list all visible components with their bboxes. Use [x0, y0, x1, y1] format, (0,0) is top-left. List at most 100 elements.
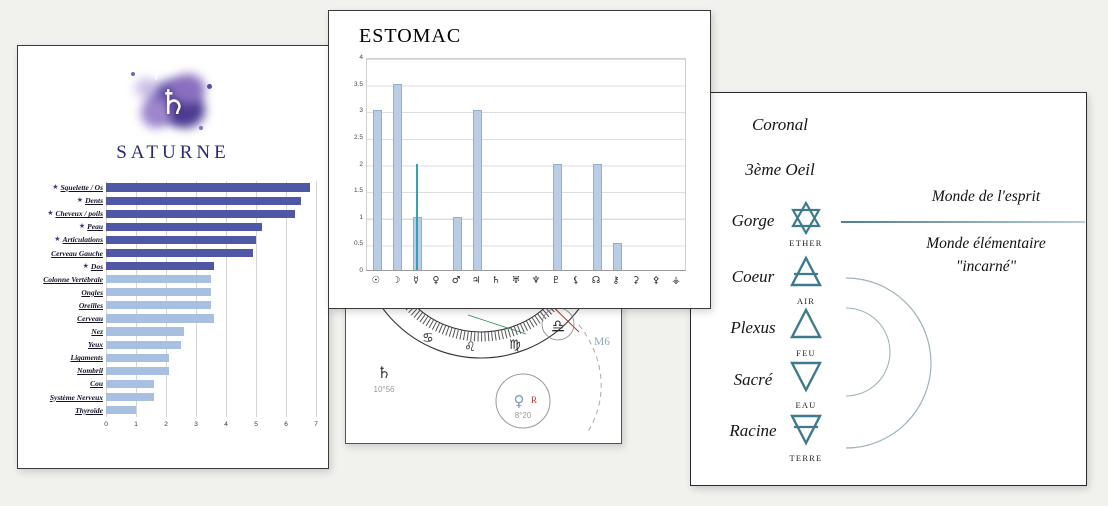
- saturne-bar: [106, 392, 154, 402]
- saturne-chart-row: Nombril: [20, 364, 318, 377]
- saturne-row-label: ★ Dents: [76, 196, 103, 206]
- planet-glyph-label: ♂: [451, 275, 461, 286]
- x-tick-label: 1: [134, 421, 138, 428]
- estomac-bar: [452, 216, 462, 270]
- chakra-diagram-card[interactable]: Coronal 3ème Oeil Gorge Coeur Plexus Sac…: [690, 92, 1087, 486]
- leo-icon: ♌: [464, 340, 476, 355]
- star-icon: ★: [54, 235, 61, 244]
- saturn-symbol-icon: ♄: [157, 83, 189, 123]
- planet-glyph-label: ⚶: [671, 275, 681, 286]
- paint-speck: [131, 72, 135, 76]
- star-icon: ★: [76, 196, 84, 205]
- y-tick-label: 4: [359, 54, 363, 61]
- x-tick-label: 5: [254, 421, 258, 428]
- saturne-row-label: ★ Squelette / Os: [52, 183, 103, 193]
- x-tick-label: 7: [314, 421, 318, 428]
- planet-glyph-label: ⚳: [632, 275, 640, 286]
- watercolor-blob: [141, 98, 171, 128]
- estomac-xaxis: ☉ ☽ ☿ ♀ ♂ ♃ ♄ ♅ ♆ ♇ ⚸ ☊ ⚷ ⚳ ⚴ ⚶: [366, 275, 686, 291]
- saturne-bar: [106, 340, 181, 349]
- saturne-bar: [106, 196, 301, 205]
- planet-glyph-label: ☿: [413, 275, 419, 286]
- saturne-bar: [106, 406, 136, 415]
- saturne-bar: [106, 288, 211, 297]
- y-tick-label: 3: [359, 107, 363, 115]
- saturne-row-label: Système Nerveux: [49, 392, 103, 402]
- element-label-feu: FEU: [796, 348, 816, 358]
- saturne-bar: [106, 209, 295, 218]
- paint-speck: [207, 84, 212, 89]
- saturne-row-label: Oreilles: [78, 300, 103, 310]
- saturne-row-label: Nez: [91, 327, 103, 337]
- hexagram-ether-icon: [791, 201, 821, 235]
- estomac-card[interactable]: ESTOMAC 4 3.5 3 2.5 2 1.5 1 0.5 0 ☉ ☽ ☿ ♀ ♂ ♃ ♄ ♅ ♆ ♇ ⚸ ☊ ⚷ ⚳…: [328, 10, 711, 309]
- y-tick-label: 3.5: [353, 80, 363, 88]
- saturn-position-label: ♄ 10°56: [374, 363, 396, 394]
- star-icon: ★: [52, 183, 59, 192]
- libra-icon: ♎: [552, 318, 564, 333]
- saturne-row-label: ★ Cheveux / poils: [47, 209, 103, 219]
- monde-esprit-label: Monde de l'esprit: [931, 188, 1041, 205]
- saturne-bar: [106, 301, 211, 310]
- estomac-bar: [552, 163, 562, 270]
- y-tick-label: 1: [359, 213, 363, 221]
- saturne-chart-row: Yeux: [20, 338, 318, 351]
- earth-symbol-icon: [790, 414, 822, 446]
- saturne-chart-row: Cou: [20, 377, 318, 390]
- estomac-bar: [612, 243, 622, 270]
- saturne-card[interactable]: † ♄ SATURNE ★ Squelette / Os ★ Dents ★ Cheveu…: [17, 45, 329, 469]
- chakra-label-coronal: Coronal: [751, 115, 809, 134]
- saturne-rows: ★ Squelette / Os ★ Dents ★ Cheveux / poils ★ Pe…: [20, 181, 318, 417]
- saturne-xaxis: 0 1 2 3 4 5 6 7: [104, 421, 320, 431]
- estomac-bar: [592, 163, 602, 270]
- planet-glyph-label: ☽: [391, 275, 401, 286]
- chakra-label-gorge: Gorge: [731, 211, 775, 230]
- estomac-bar: [472, 110, 482, 270]
- saturne-bar-chart: ★ Squelette / Os ★ Dents ★ Cheveux / poils ★ Pe…: [20, 181, 320, 433]
- saturne-row-label: ★ Peau: [78, 222, 103, 232]
- chakra-label-coeur: Coeur: [731, 267, 775, 286]
- star-icon: ★: [47, 209, 54, 218]
- dashed-arc: [578, 324, 602, 434]
- planet-glyph-label: ♃: [471, 275, 481, 286]
- saturne-chart-row: ★ Dos: [20, 260, 318, 273]
- planet-glyph-label: ⚷: [612, 275, 620, 286]
- saturne-bar: [106, 366, 169, 375]
- saturne-bar: [106, 262, 214, 271]
- saturne-chart-row: Thyroïde: [20, 404, 318, 417]
- saturne-bar: [106, 353, 169, 362]
- energy-arcs: [845, 277, 932, 449]
- worlds-divider-line: [841, 221, 1085, 223]
- saturne-chart-row: ★ Peau: [20, 220, 318, 233]
- retrograde-mark: R: [531, 395, 537, 405]
- estomac-bar: [372, 110, 382, 270]
- paint-speck: [199, 126, 203, 130]
- fire-symbol-icon: [790, 307, 822, 339]
- saturne-bar: [106, 379, 154, 389]
- venus-degree: 8°20: [515, 411, 532, 420]
- planet-glyph-label: ♄: [491, 275, 501, 286]
- saturne-bar: [106, 314, 214, 323]
- incarne-label: "incarné": [955, 258, 1017, 275]
- marker-line: [416, 163, 418, 270]
- chakra-label-3eme-oeil: 3ème Oeil: [745, 160, 815, 179]
- saturne-row-label: Ligaments: [70, 353, 103, 363]
- saturne-row-label: ★ Articulations: [54, 235, 103, 245]
- saturne-row-label: Cerveau Gauche: [51, 248, 103, 258]
- star-icon: ★: [82, 261, 89, 270]
- estomac-yaxis: 4 3.5 3 2.5 2 1.5 1 0.5 0: [339, 54, 363, 274]
- saturne-bar: [106, 183, 310, 192]
- planet-glyph-label: ♅: [511, 275, 521, 286]
- planet-glyph-label: ♇: [551, 275, 561, 286]
- estomac-plot: [366, 58, 686, 271]
- saturne-row-label: ★ Dos: [82, 261, 103, 271]
- saturne-chart-row: Système Nerveux: [20, 391, 318, 404]
- chakra-label-racine: Racine: [729, 421, 777, 440]
- planet-glyph-label: ♆: [531, 275, 541, 286]
- air-symbol-icon: [790, 255, 822, 287]
- estomac-chart-title: ESTOMAC: [359, 25, 462, 47]
- chakra-label-sacre: Sacré: [733, 370, 773, 389]
- planet-glyph-label: ♀: [432, 275, 440, 286]
- water-symbol-icon: [790, 361, 822, 393]
